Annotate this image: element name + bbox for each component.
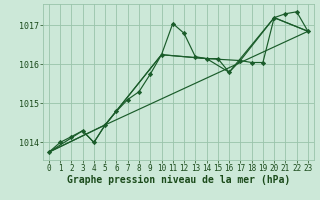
X-axis label: Graphe pression niveau de la mer (hPa): Graphe pression niveau de la mer (hPa) — [67, 175, 290, 185]
